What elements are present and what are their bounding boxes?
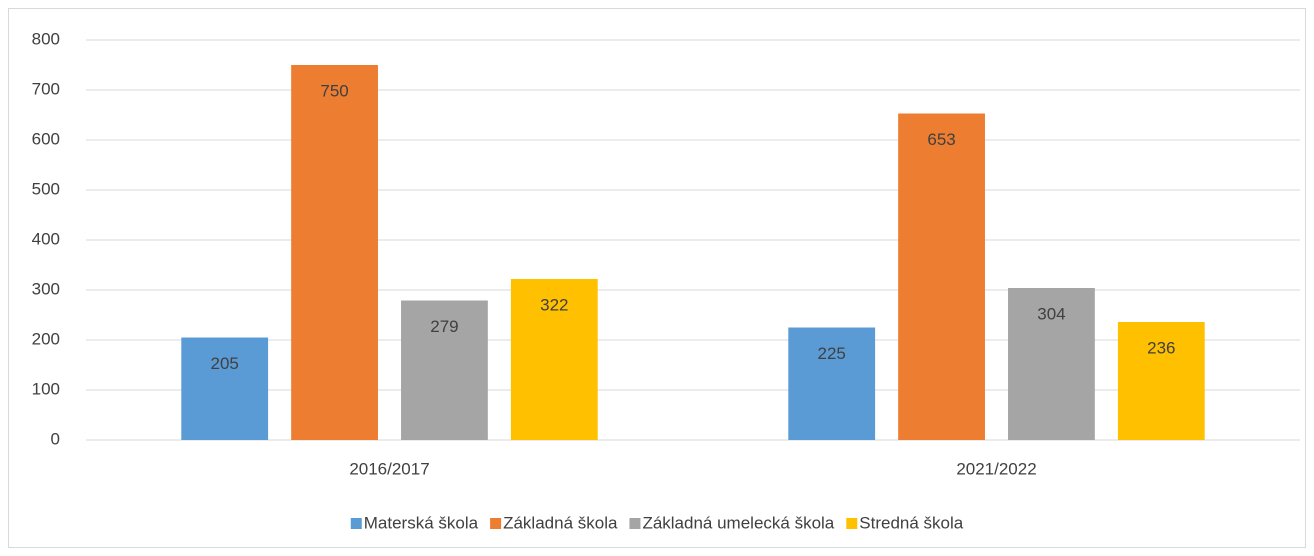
bar xyxy=(898,113,985,440)
x-tick-label: 2021/2022 xyxy=(956,459,1036,478)
y-tick-label: 100 xyxy=(32,379,60,398)
data-label: 653 xyxy=(927,130,955,149)
data-label: 750 xyxy=(320,81,348,100)
data-label: 236 xyxy=(1147,338,1175,357)
legend-marker xyxy=(490,518,502,529)
y-tick-label: 800 xyxy=(32,29,60,48)
legend-label: Základná umelecká škola xyxy=(642,513,834,532)
chart-border xyxy=(8,8,1306,548)
data-label: 279 xyxy=(430,317,458,336)
bar xyxy=(788,327,876,440)
data-label: 205 xyxy=(211,354,239,373)
bar xyxy=(1117,322,1205,440)
y-tick-label: 200 xyxy=(32,329,60,348)
y-tick-label: 600 xyxy=(32,129,60,148)
legend-label: Stredná škola xyxy=(859,513,963,532)
legend-label: Základná škola xyxy=(503,513,618,532)
bar xyxy=(291,65,378,440)
data-label: 225 xyxy=(818,344,846,363)
bar xyxy=(510,279,598,440)
bar xyxy=(181,337,269,440)
legend-marker xyxy=(350,518,362,529)
data-label: 304 xyxy=(1037,304,1065,323)
y-tick-label: 0 xyxy=(51,429,60,448)
x-tick-label: 2016/2017 xyxy=(349,459,429,478)
legend-marker xyxy=(846,518,858,529)
y-tick-label: 700 xyxy=(32,79,60,98)
legend-marker xyxy=(629,518,641,529)
data-label: 322 xyxy=(540,295,568,314)
y-tick-label: 500 xyxy=(32,179,60,198)
y-tick-label: 400 xyxy=(32,229,60,248)
y-tick-label: 300 xyxy=(32,279,60,298)
bar xyxy=(1008,288,1095,440)
legend-label: Materská škola xyxy=(364,513,479,532)
bar xyxy=(401,300,488,440)
